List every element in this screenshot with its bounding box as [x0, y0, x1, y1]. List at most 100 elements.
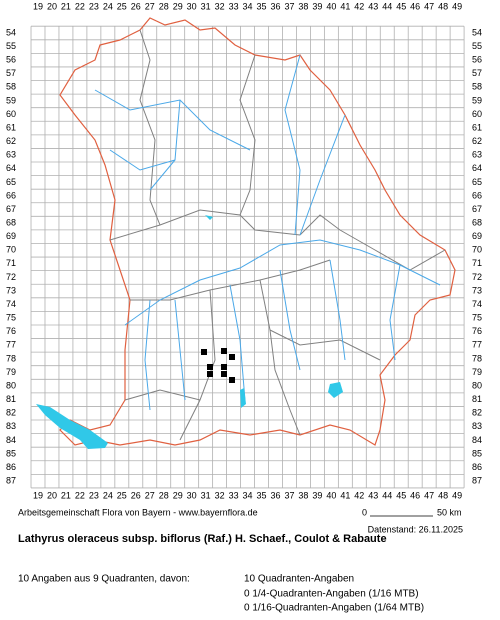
row-label: 86 [6, 462, 16, 472]
row-label: 80 [6, 380, 16, 390]
row-label: 66 [472, 190, 482, 200]
row-label: 69 [472, 231, 482, 241]
row-label: 69 [6, 231, 16, 241]
column-label: 38 [298, 1, 308, 11]
row-label: 81 [472, 394, 482, 404]
column-label: 39 [312, 1, 322, 11]
row-label: 71 [6, 258, 16, 268]
row-label: 84 [6, 435, 16, 445]
column-label: 20 [47, 1, 57, 11]
row-label: 57 [472, 68, 482, 78]
column-label: 43 [368, 490, 378, 500]
column-label: 27 [145, 490, 155, 500]
column-label: 19 [33, 490, 43, 500]
column-label: 26 [131, 1, 141, 11]
row-label: 62 [6, 136, 16, 146]
count: 0 1/4-Quadranten-Angaben (1/16 MTB) [244, 589, 419, 600]
column-label: 29 [173, 490, 183, 500]
credit: Arbeitsgemeinschaft Flora von Bayern - w… [18, 507, 258, 517]
occurrence [221, 364, 227, 370]
row-label: 64 [6, 163, 16, 173]
column-label: 40 [326, 490, 336, 500]
row-label: 63 [6, 150, 16, 160]
column-label: 48 [438, 490, 448, 500]
row-label: 74 [472, 299, 482, 309]
column-label: 31 [201, 1, 211, 11]
row-label: 77 [472, 340, 482, 350]
row-label: 55 [472, 41, 482, 51]
row-label: 76 [6, 326, 16, 336]
column-label: 23 [89, 490, 99, 500]
row-label: 76 [472, 326, 482, 336]
occurrences [201, 348, 235, 383]
column-label: 35 [257, 490, 267, 500]
row-label: 59 [472, 95, 482, 105]
row-label: 54 [472, 27, 482, 37]
row-label: 82 [472, 408, 482, 418]
row-label: 86 [472, 462, 482, 472]
column-label: 44 [382, 1, 392, 11]
column-label: 46 [410, 490, 420, 500]
column-label: 24 [103, 490, 113, 500]
row-label: 68 [6, 217, 16, 227]
column-label: 45 [396, 490, 406, 500]
column-label: 43 [368, 1, 378, 11]
rivers [94, 54, 441, 411]
column-label: 39 [312, 490, 322, 500]
column-label: 25 [117, 1, 127, 11]
row-label: 67 [472, 204, 482, 214]
row-label: 71 [472, 258, 482, 268]
row-label: 80 [472, 380, 482, 390]
row-label: 83 [6, 421, 16, 431]
column-label: 19 [33, 1, 43, 11]
column-label: 24 [103, 1, 113, 11]
row-label: 60 [472, 109, 482, 119]
column-label: 41 [340, 1, 350, 11]
row-label: 57 [6, 68, 16, 78]
column-label: 28 [159, 1, 169, 11]
column-label: 31 [201, 490, 211, 500]
row-label: 62 [472, 136, 482, 146]
row-label: 75 [472, 313, 482, 323]
lake [36, 215, 343, 449]
column-label: 21 [61, 490, 71, 500]
row-label: 56 [472, 55, 482, 65]
column-label: 42 [354, 490, 364, 500]
grid [30, 25, 465, 489]
occurrence [201, 349, 207, 355]
column-label: 41 [340, 490, 350, 500]
occurrence [221, 348, 227, 354]
state-border [59, 17, 456, 446]
row-label: 55 [6, 41, 16, 51]
row-label: 77 [6, 340, 16, 350]
row-label: 70 [472, 245, 482, 255]
row-label: 58 [6, 82, 16, 92]
column-label: 36 [270, 490, 280, 500]
column-label: 49 [452, 490, 462, 500]
row-label: 66 [6, 190, 16, 200]
occurrence [221, 371, 227, 377]
column-label: 27 [145, 1, 155, 11]
column-label: 47 [424, 490, 434, 500]
row-label: 82 [6, 408, 16, 418]
row-label: 65 [472, 177, 482, 187]
count: 10 Quadranten-Angaben [244, 574, 354, 585]
row-label: 63 [472, 150, 482, 160]
column-label: 21 [61, 1, 71, 11]
column-label: 29 [173, 1, 183, 11]
row-label: 72 [472, 272, 482, 282]
column-label: 23 [89, 1, 99, 11]
region-border [109, 29, 446, 441]
row-label: 72 [6, 272, 16, 282]
species-title: Lathyrus oleraceus subsp. biflorus (Raf.… [18, 533, 387, 545]
row-label: 73 [6, 285, 16, 295]
row-label: 61 [6, 122, 16, 132]
row-label: 83 [472, 421, 482, 431]
occurrence [229, 377, 235, 383]
column-label: 34 [243, 490, 253, 500]
summary: 10 Angaben aus 9 Quadranten, davon: [18, 574, 190, 585]
column-label: 38 [298, 490, 308, 500]
column-label: 35 [257, 1, 267, 11]
occurrence [207, 364, 213, 370]
row-label: 79 [472, 367, 482, 377]
